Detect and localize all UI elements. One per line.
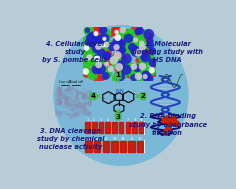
Text: 1: 1 <box>116 72 120 78</box>
Text: 4. Cellular level
study
by S. pombe cells: 4. Cellular level study by S. pombe cell… <box>42 41 108 63</box>
Ellipse shape <box>54 26 188 165</box>
Text: 4: 4 <box>91 93 96 99</box>
Text: 1. Molecular
docking study with
HS DNA: 1. Molecular docking study with HS DNA <box>132 41 203 63</box>
Text: 3. DNA cleavage
study by chemical
nuclease activity: 3. DNA cleavage study by chemical nuclea… <box>37 128 105 150</box>
Text: 3: 3 <box>116 114 120 120</box>
Text: 2: 2 <box>141 93 145 99</box>
Text: 2. DNA binding
study by absorbance
titration: 2. DNA binding study by absorbance titra… <box>129 113 206 136</box>
